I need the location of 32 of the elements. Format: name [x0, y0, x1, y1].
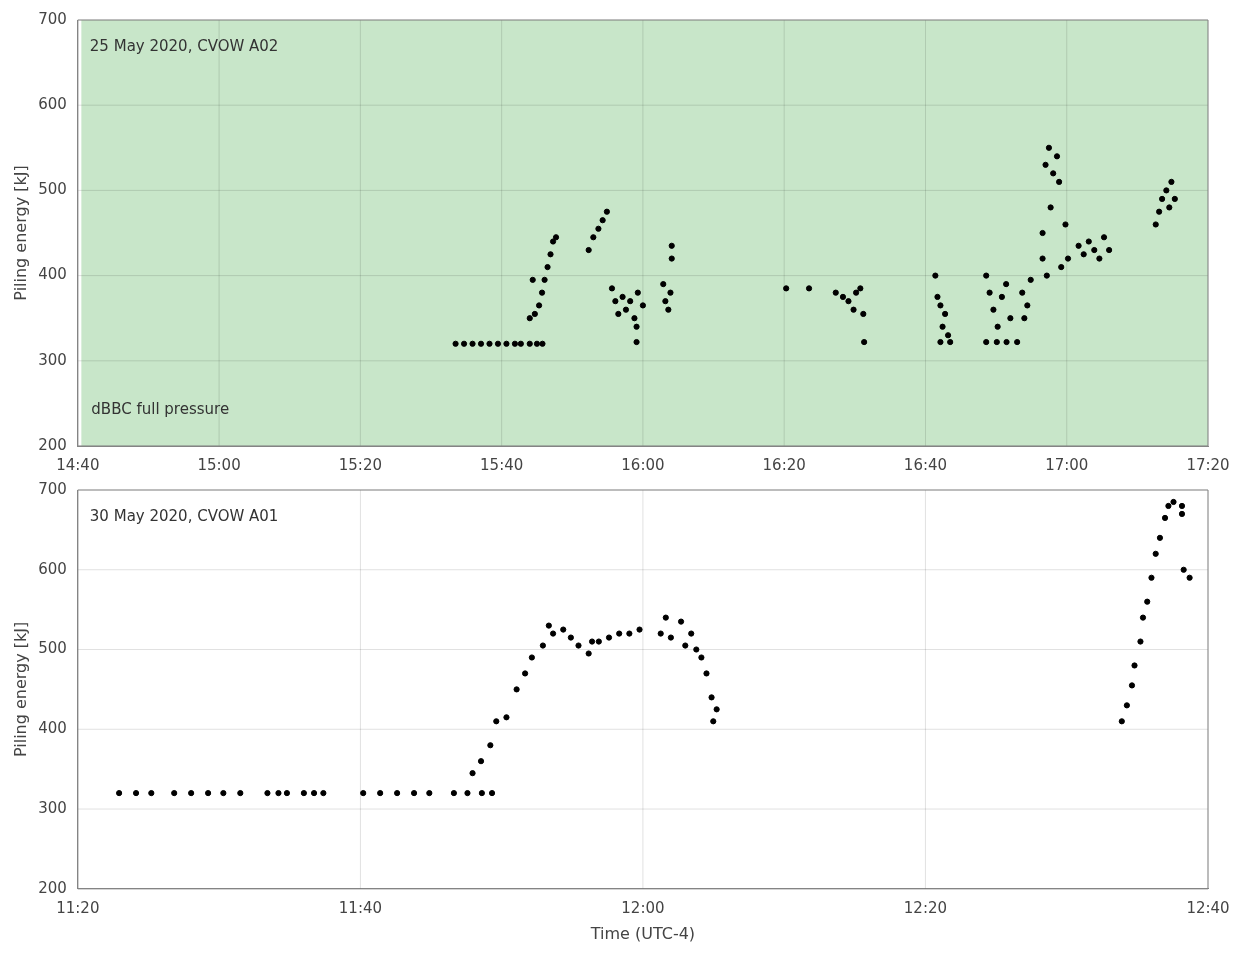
x-tick-label: 12:20	[903, 898, 948, 917]
x-tick-label: 12:40	[1186, 898, 1230, 917]
annotation: 30 May 2020, CVOW A01	[89, 507, 279, 526]
y-tick-label: 400	[38, 265, 67, 284]
x-tick-label: 17:00	[1045, 455, 1089, 474]
x-tick-label: 16:00	[621, 455, 665, 474]
y-tick-label: 500	[38, 180, 67, 199]
y-tick-label: 200	[38, 435, 67, 454]
y-tick-label: 700	[38, 9, 67, 28]
x-tick-label: 11:20	[56, 898, 100, 917]
y-tick-label: 500	[38, 639, 67, 658]
x-tick-label: 14:40	[56, 455, 100, 474]
x-tick-label: 15:40	[480, 455, 524, 474]
x-tick-label: 16:40	[903, 455, 948, 474]
annotation: 25 May 2020, CVOW A02	[89, 37, 279, 56]
y-axis-title: Piling energy [kJ]	[10, 165, 30, 301]
y-tick-label: 200	[38, 878, 67, 897]
y-tick-label: 600	[38, 559, 67, 578]
x-tick-label: 16:20	[762, 455, 806, 474]
y-tick-label: 600	[38, 95, 67, 114]
x-tick-label: 15:00	[197, 455, 241, 474]
y-tick-label: 700	[38, 479, 67, 498]
x-tick-label: 12:00	[621, 898, 665, 917]
x-tick-label: 15:20	[338, 455, 382, 474]
y-tick-label: 300	[38, 798, 67, 817]
y-tick-label: 400	[38, 719, 67, 738]
x-tick-label: 11:40	[338, 898, 383, 917]
band-label: dBBC full pressure	[91, 400, 230, 419]
y-tick-label: 300	[38, 350, 67, 369]
y-axis-title: Piling energy [kJ]	[10, 621, 30, 758]
x-tick-label: 17:20	[1186, 455, 1230, 474]
x-axis-title: Time (UTC-4)	[589, 923, 696, 943]
